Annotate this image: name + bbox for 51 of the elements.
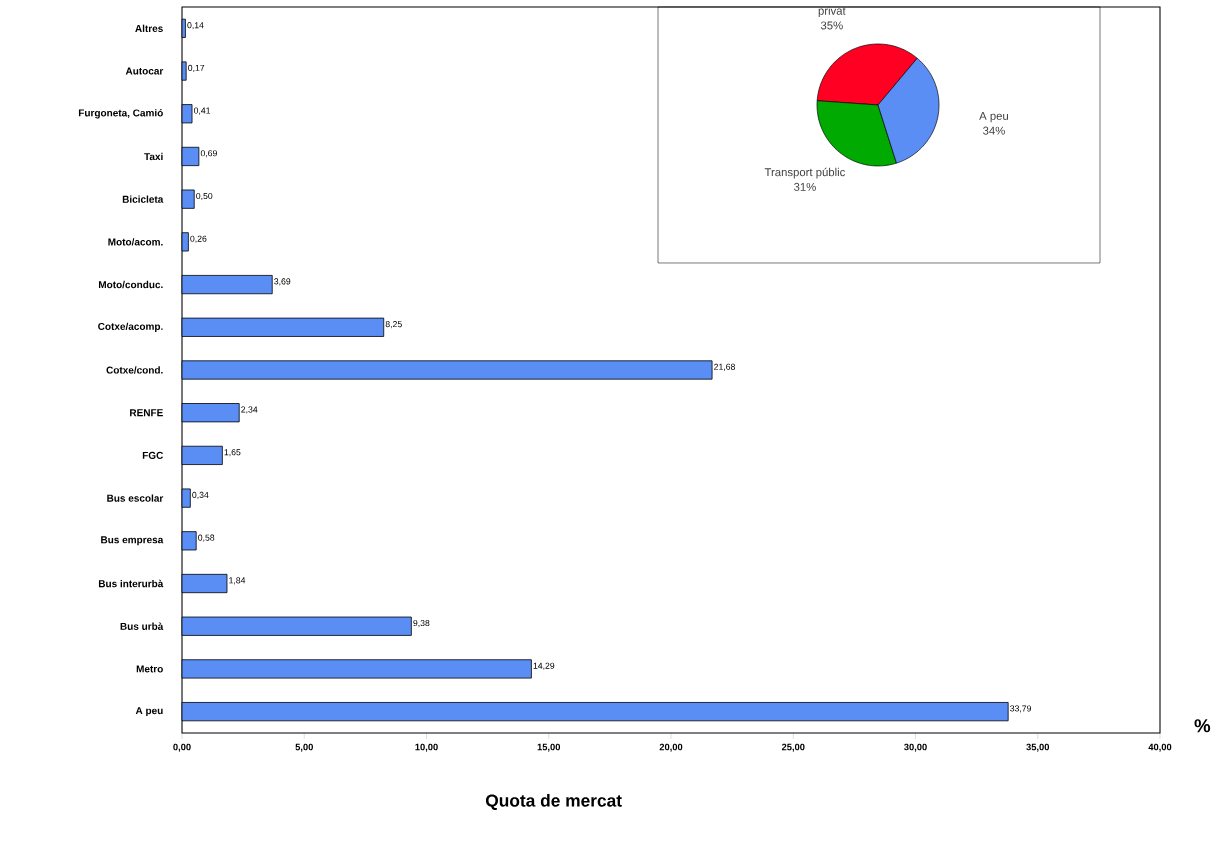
- x-tick-label: 0,00: [173, 743, 191, 752]
- data-label: 0,14: [187, 22, 204, 30]
- data-label: 31%: [794, 182, 816, 191]
- data-label: 35%: [820, 21, 843, 30]
- y-tick-label: Bicicleta: [122, 195, 164, 203]
- y-tick-label: Bus urbà: [120, 622, 164, 630]
- y-tick-label: RENFE: [130, 409, 163, 417]
- y-tick-label: Autocar: [125, 67, 164, 75]
- y-tick-label: Bus empresa: [101, 536, 164, 546]
- slice-label: Transport públic: [764, 167, 846, 179]
- data-label: 33,79: [1010, 705, 1032, 713]
- data-label: 0,41: [193, 107, 211, 115]
- data-label: 1,65: [224, 449, 241, 457]
- data-label: 8,25: [385, 321, 402, 329]
- text: %: [1194, 719, 1211, 733]
- data-label: 0,34: [192, 491, 209, 500]
- data-label: 9,38: [413, 619, 430, 628]
- data-label: 0,58: [198, 534, 215, 542]
- y-tick-label: Bus interurbà: [98, 579, 164, 588]
- x-tick-label: 20,00: [659, 743, 683, 752]
- data-label: 0,26: [190, 235, 207, 243]
- data-label: 2,34: [241, 406, 258, 414]
- x-tick-label: 30,00: [904, 743, 927, 752]
- x-tick-label: 5,00: [295, 743, 313, 752]
- x-axis-title: Quota de mercat: [485, 793, 622, 810]
- x-tick-label: 40,00: [1148, 743, 1172, 752]
- x-tick-label: 15,00: [537, 743, 561, 752]
- y-tick-label: Cotxe/cond.: [106, 366, 163, 374]
- y-tick-label: Moto/acom.: [108, 238, 163, 246]
- data-label: 0,17: [188, 64, 205, 72]
- data-label: 0,69: [200, 150, 217, 158]
- data-label: 0,50: [196, 192, 213, 201]
- slice-label: A peu: [979, 112, 1008, 123]
- y-tick-label: Moto/conduc.: [98, 280, 163, 289]
- x-tick-label: 10,00: [415, 743, 438, 752]
- data-label: 34%: [983, 126, 1005, 135]
- data-label: 21,68: [714, 363, 735, 371]
- x-tick-label: 25,00: [781, 743, 805, 752]
- y-tick-label: Metro: [136, 665, 163, 673]
- y-tick-label: Cotxe/acomp.: [98, 322, 163, 332]
- x-tick-label: 35,00: [1026, 743, 1050, 752]
- data-label: 14,29: [533, 662, 555, 670]
- data-label: 1,84: [229, 577, 246, 585]
- y-tick-label: FGC: [142, 451, 164, 459]
- y-tick-label: Taxi: [144, 152, 163, 161]
- y-tick-label: Altres: [135, 24, 163, 33]
- y-tick-label: Bus escolar: [107, 494, 164, 502]
- slice-label: privat: [818, 6, 846, 18]
- y-tick-label: Furgoneta, Camió: [78, 109, 163, 119]
- data-label: 3,69: [274, 278, 291, 286]
- y-tick-label: A peu: [135, 707, 163, 717]
